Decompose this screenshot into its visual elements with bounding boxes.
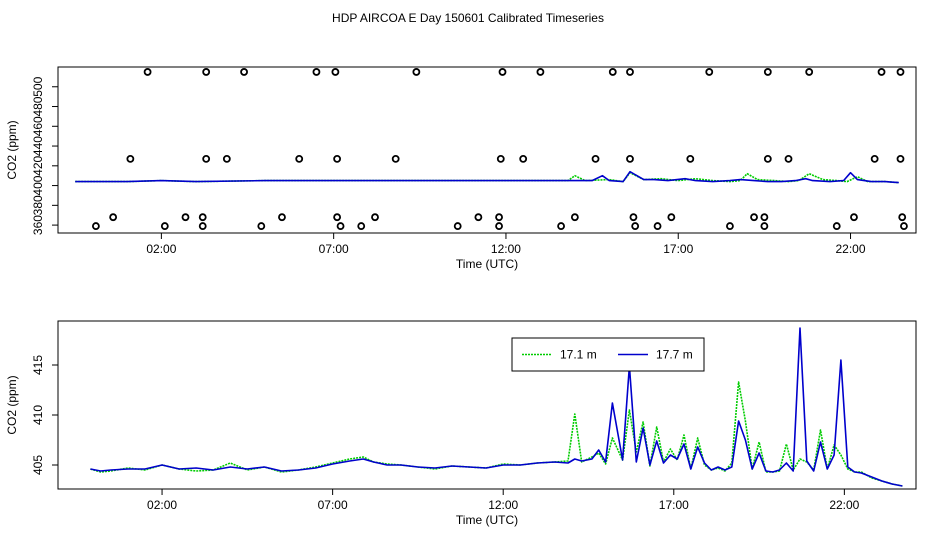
scatter-point — [312, 68, 321, 76]
y-axis-label: CO2 (ppm) — [5, 375, 19, 434]
scatter-point — [877, 68, 886, 76]
scatter-point — [653, 222, 662, 230]
y-tick-label: 500 — [31, 76, 45, 96]
x-tick-label: 17:00 — [659, 498, 689, 512]
scatter-point — [850, 213, 858, 222]
scatter-point — [631, 222, 640, 230]
scatter-point — [726, 222, 734, 230]
scatter-point — [760, 213, 769, 222]
legend-label: 17.1 m — [560, 348, 597, 362]
scatter-point — [760, 222, 769, 230]
scatter-point — [629, 213, 638, 222]
y-tick-label: 360 — [31, 215, 45, 235]
legend-label: 17.7 m — [656, 348, 693, 362]
series-line-1 — [75, 170, 899, 184]
x-tick-label: 22:00 — [829, 498, 859, 512]
scatter-point — [181, 213, 190, 222]
series-line-1 — [90, 327, 903, 487]
scatter-point — [257, 222, 266, 230]
scatter-point — [331, 68, 340, 76]
scatter-point — [295, 154, 304, 163]
y-tick-label: 400 — [31, 175, 45, 195]
panel-bottom-lines: 02:00 07:00 12:00 17:00 22:00 405 410 415 Time (… — [5, 320, 917, 527]
x-axis-label: Time (UTC) — [456, 513, 518, 527]
scatter-point — [784, 154, 793, 163]
scatter-point — [591, 154, 600, 163]
scatter-point — [371, 213, 379, 222]
plot-frame — [57, 320, 917, 490]
scatter-point — [896, 68, 905, 76]
scatter-point — [357, 222, 366, 230]
scatter-point — [832, 222, 841, 230]
scatter-point — [474, 213, 483, 222]
x-tick-label: 17:00 — [663, 242, 693, 256]
y-tick-label: 460 — [31, 116, 45, 136]
scatter-point — [626, 154, 634, 163]
x-tick-label: 12:00 — [491, 242, 521, 256]
y-tick-label: 405 — [31, 455, 45, 475]
scatter-point — [496, 154, 505, 163]
y-tick-label: 415 — [31, 355, 45, 375]
scatter-point — [705, 68, 714, 76]
scatter-point — [198, 213, 207, 222]
scatter-point — [763, 154, 772, 163]
scatter-point — [412, 68, 421, 76]
y-tick-label: 410 — [31, 405, 45, 425]
scatter-point — [143, 68, 152, 76]
scatter-point — [126, 154, 135, 163]
x-tick-label: 12:00 — [488, 498, 518, 512]
scatter-point — [336, 222, 345, 230]
page-title: HDP AIRCOA E Day 150601 Calibrated Times… — [332, 11, 604, 25]
scatter-point — [160, 222, 169, 230]
plot-frame — [57, 66, 917, 234]
x-tick-label: 07:00 — [319, 242, 349, 256]
scatter-point — [92, 222, 100, 230]
scatter-point — [222, 154, 231, 163]
scatter-point — [557, 222, 565, 230]
scatter-point — [870, 154, 879, 163]
scatter-point — [202, 154, 211, 163]
scatter-point — [333, 154, 342, 163]
scatter-point — [278, 213, 286, 222]
x-axis-label: Time (UTC) — [456, 257, 518, 271]
x-tick-label: 07:00 — [318, 498, 348, 512]
panel-top-scatter: 02:00 07:00 12:00 17:00 22:00 360380400420440… — [5, 66, 917, 271]
y-tick-label: 480 — [31, 96, 45, 116]
scatter-point — [898, 213, 907, 222]
scatter-point — [570, 213, 579, 222]
scatter-point — [519, 154, 528, 163]
scatter-point — [391, 154, 400, 163]
scatter-point — [667, 213, 676, 222]
scatter-point — [536, 68, 545, 76]
scatter-point — [896, 154, 905, 163]
y-tick-label: 380 — [31, 195, 45, 215]
scatter-point — [686, 154, 695, 163]
scatter-point — [240, 68, 248, 76]
scatter-point — [202, 68, 211, 76]
x-tick-label: 02:00 — [147, 498, 177, 512]
x-tick-label: 22:00 — [836, 242, 866, 256]
scatter-point — [763, 68, 772, 76]
legend: 17.1 m 17.7 m — [511, 337, 705, 372]
scatter-point — [333, 213, 342, 222]
y-axis-label: CO2 (ppm) — [5, 120, 19, 179]
y-tick-label: 440 — [31, 136, 45, 156]
scatter-point — [453, 222, 462, 230]
scatter-point — [495, 222, 503, 230]
scatter-point — [498, 68, 507, 76]
scatter-point — [750, 213, 758, 222]
y-tick-label: 420 — [31, 155, 45, 175]
x-tick-label: 02:00 — [146, 242, 176, 256]
scatter-point — [900, 222, 908, 230]
scatter-point — [495, 213, 503, 222]
scatter-point — [626, 68, 634, 76]
scatter-point — [198, 222, 207, 230]
scatter-point — [109, 213, 118, 222]
scatter-point — [608, 68, 617, 76]
scatter-point — [805, 68, 814, 76]
